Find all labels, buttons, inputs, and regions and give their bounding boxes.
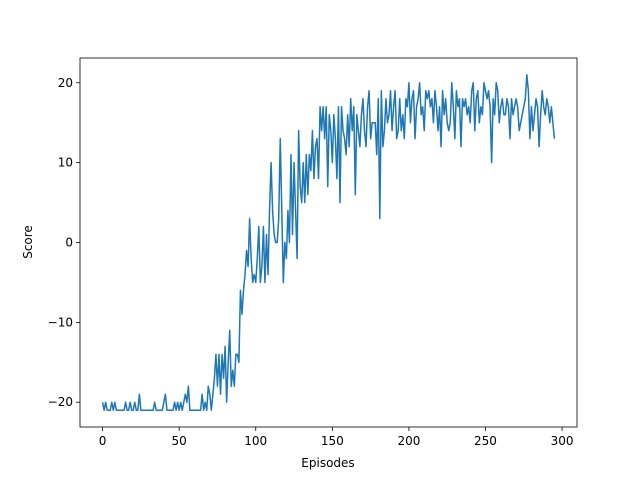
y-tick-label: −20 — [48, 395, 73, 409]
x-tick-label: 300 — [551, 434, 574, 448]
x-tick-label: 100 — [244, 434, 267, 448]
y-axis-label: Score — [21, 225, 35, 259]
x-tick-label: 250 — [474, 434, 497, 448]
axes-frame — [79, 57, 578, 428]
x-tick-label: 150 — [321, 434, 344, 448]
x-tick-label: 0 — [99, 434, 107, 448]
x-axis-label: Episodes — [301, 456, 354, 470]
y-tick-label: 20 — [58, 76, 73, 90]
data-line — [101, 74, 556, 411]
x-tick-label: 50 — [172, 434, 187, 448]
y-tick-label: 10 — [58, 156, 73, 170]
y-tick-label: −10 — [48, 315, 73, 329]
x-tick-label: 200 — [397, 434, 420, 448]
y-tick-label: 0 — [65, 236, 73, 250]
